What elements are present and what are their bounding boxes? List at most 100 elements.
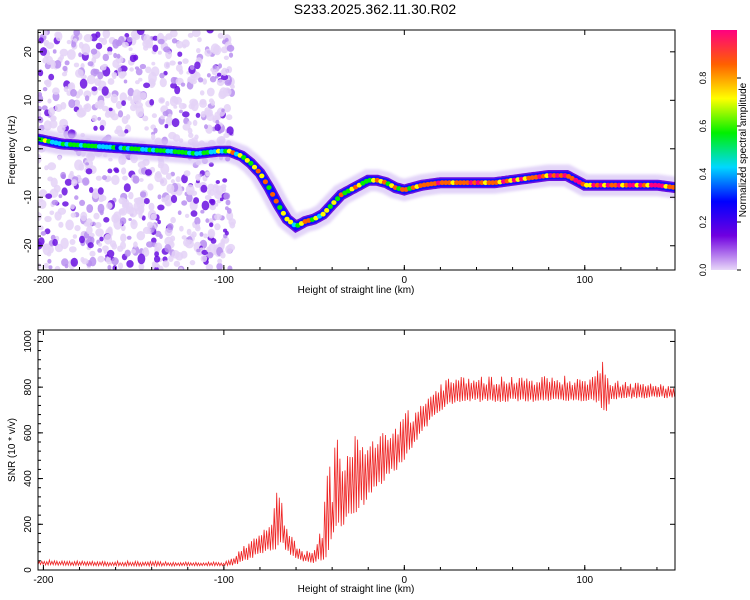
figure-title: S233.2025.362.11.30.R02: [294, 1, 457, 17]
spectrogram-noise-cell: [67, 83, 74, 90]
ridge-cell: [251, 164, 258, 170]
colorbar-tick-label: 0.0: [698, 264, 708, 277]
ridge-cell: [475, 180, 481, 186]
ridge-cell: [331, 200, 337, 206]
colorbar-tick-label: 0.2: [698, 216, 708, 229]
spectrogram-noise-cell: [108, 157, 113, 162]
spectrogram-noise-cell: [107, 51, 113, 56]
spectrogram-noise-cell: [52, 87, 60, 95]
spectrogram-noise-cell: [154, 262, 159, 268]
spectrogram-noise-cell: [195, 223, 201, 229]
spectrogram-noise-cell: [103, 233, 113, 245]
spectrogram-noise-cell: [64, 178, 72, 186]
spectrogram-noise-cell: [91, 188, 100, 200]
spectrogram-noise-cell: [112, 39, 120, 49]
spectrogram-noise-cell: [165, 33, 173, 40]
snr-y-tick-label: 600: [23, 424, 34, 441]
spectrogram-noise-cell: [199, 100, 207, 108]
ridge-cell: [627, 182, 633, 188]
spectrogram-noise-cell: [200, 255, 208, 263]
spectrogram-noise-cell: [195, 173, 201, 181]
spectrogram-noise-cell: [158, 97, 166, 104]
spectrogram-noise-cell: [194, 134, 199, 140]
spectrogram-noise-cell: [162, 110, 169, 117]
spectrogram-noise-cell: [101, 86, 109, 96]
spectrogram-noise-cell: [135, 207, 144, 215]
spectrogram-noise-cell: [79, 199, 86, 206]
spectrogram-y-tick-label: 0: [23, 146, 34, 152]
spectrogram-noise-cell: [129, 67, 134, 72]
ridge-cell: [482, 180, 489, 186]
snr-y-tick-label: 200: [23, 516, 34, 533]
spectrogram-noise-cell: [226, 114, 233, 121]
snr-y-axis: 0 200 400 600 800 1000: [23, 330, 675, 573]
spectrogram-noise-cell: [159, 72, 165, 79]
spectrogram-noise-cell: [74, 159, 84, 171]
spectrogram-noise-cell: [68, 246, 77, 253]
spectrogram-noise-cell: [47, 98, 52, 104]
spectrogram-noise-cell: [170, 194, 178, 204]
spectrogram-noise-cell: [210, 238, 217, 244]
spectrogram-noise-cell: [45, 79, 52, 88]
spectrogram-noise-cell: [59, 118, 68, 128]
spectrogram-noise-cell: [169, 60, 176, 66]
colorbar: 0.0 0.2 0.4 0.6 0.8 Normalized spectral ampl…: [698, 30, 749, 276]
spectrogram-noise-cell: [106, 202, 113, 210]
spectrogram-noise-cell: [97, 80, 107, 89]
spectrogram-noise-cell: [135, 105, 144, 118]
spectrogram-noise-cell: [89, 187, 94, 193]
spectrogram-noise-cell: [173, 260, 181, 267]
spectrogram-noise-cell: [61, 125, 66, 132]
snr-y-tick-label: 0: [23, 567, 34, 573]
spectrogram-noise-cell: [59, 48, 69, 57]
spectrogram-noise-cell: [182, 111, 190, 118]
spectrogram-noise-cell: [143, 45, 149, 51]
spectrogram-noise-cell: [182, 44, 187, 49]
ridge-cell: [670, 184, 675, 190]
spectrogram-noise-cell: [195, 112, 201, 118]
spectrogram-frame: [37, 29, 676, 271]
spectrogram-noise-cell: [47, 258, 52, 264]
ridge-cell: [223, 148, 229, 154]
ridge-cell: [612, 182, 619, 188]
spectrogram-noise-cell: [38, 111, 42, 117]
spectrogram-noise-cell: [102, 53, 110, 62]
spectrogram-noise-cell: [171, 118, 180, 128]
ridge-cell: [630, 182, 637, 188]
spectrogram-noise-cell: [123, 183, 131, 193]
spectrogram-noise-cell: [95, 228, 104, 237]
snr-y-tick-label: 400: [23, 470, 34, 487]
ridge-cell: [335, 196, 341, 202]
ridge-cell: [461, 180, 467, 186]
spectrogram-noise-cell: [97, 242, 103, 247]
spectrogram-noise-cell: [228, 52, 234, 58]
spectrogram-noise-cell: [147, 221, 153, 228]
spectrogram-noise-cell: [54, 265, 61, 270]
spectrogram-noise-cell: [119, 217, 127, 225]
spectrogram-noise-cell: [165, 116, 174, 126]
spectrogram-noise-cell: [204, 107, 211, 115]
spectrogram-noise-cell: [122, 175, 128, 181]
spectrogram-noise-cell: [180, 250, 188, 259]
ridge-cell: [270, 192, 276, 197]
spectrogram-noise-cell: [128, 47, 133, 51]
spectrogram-noise-cell: [189, 78, 197, 85]
spectrogram-noise-cell: [205, 171, 211, 177]
spectrogram-noise-cell: [212, 185, 220, 193]
ridge-cell: [555, 173, 561, 178]
spectrogram-noise-cell: [224, 79, 232, 86]
ridge-cell: [446, 180, 452, 186]
spectrogram-noise-cell: [139, 92, 147, 100]
spectrogram-noise-cell: [182, 58, 189, 64]
colorbar-tick-label: 0.4: [698, 168, 708, 181]
spectrogram-noise-cell: [118, 197, 127, 205]
ridge-cell: [327, 204, 333, 209]
spectrogram-noise-cell: [221, 67, 228, 76]
spectrogram-noise-cell: [97, 255, 105, 263]
spectrogram-noise-cell: [120, 65, 128, 72]
spectrogram-noise-cell: [192, 119, 198, 126]
spectrogram-noise-cell: [171, 250, 180, 259]
spectrogram-noise-cell: [193, 197, 200, 204]
spectrogram-noise-cell: [89, 250, 96, 257]
ridge-cell: [255, 168, 261, 174]
